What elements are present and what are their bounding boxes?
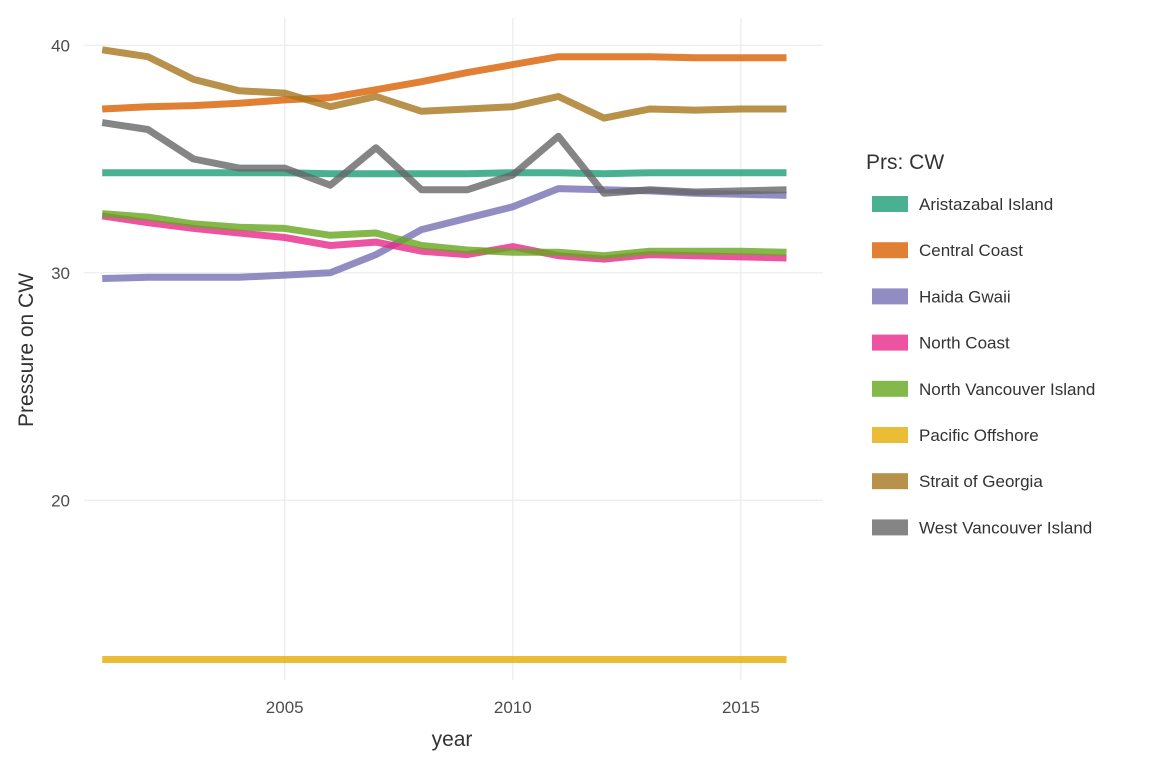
x-tick-label-2005: 2005 [266,698,304,717]
legend-swatch-central-coast [872,242,908,259]
legend-swatch-west-vancouver-island [872,519,908,536]
legend-swatch-pacific-offshore [872,427,908,443]
y-tick-label-30: 30 [51,264,70,283]
x-axis-title: year [432,728,473,751]
series-line-aristazabal-island [102,169,787,178]
series-line-north-vancouver-island [101,210,787,260]
legend-swatch-haida-gwaii [872,288,908,305]
legend-label-pacific-offshore: Pacific Offshore [919,426,1039,445]
series-line-west-vancouver-island [101,119,787,197]
y-tick-label-20: 20 [51,491,70,510]
y-axis-ticks: 20 30 40 [51,36,70,510]
legend-label-central-coast: Central Coast [919,241,1023,260]
legend-label-strait-of-georgia: Strait of Georgia [919,472,1043,491]
plot-series [101,46,787,663]
legend-title: Prs: CW [866,151,944,174]
legend-items: Aristazabal Island Central Coast Haida Gwa… [872,195,1095,537]
y-axis-title: Pressure on CW [15,273,38,427]
legend-label-north-coast: North Coast [919,334,1010,353]
y-tick-label-40: 40 [51,36,70,55]
series-line-central-coast [102,53,787,113]
legend-swatch-strait-of-georgia [872,473,908,490]
legend: Prs: CW Aristazabal Island Central Coast H… [866,151,1095,537]
x-tick-label-2010: 2010 [494,698,532,717]
series-line-strait-of-georgia [101,46,787,122]
legend-label-aristazabal-island: Aristazabal Island [919,195,1053,214]
legend-label-haida-gwaii: Haida Gwaii [919,287,1011,306]
x-tick-label-2015: 2015 [722,698,760,717]
legend-swatch-aristazabal-island [872,196,908,212]
legend-swatch-north-coast [872,334,908,351]
gridlines [84,18,823,680]
x-axis-ticks: 2005 2010 2015 [266,698,760,717]
series-line-north-coast [101,212,787,263]
legend-label-west-vancouver-island: West Vancouver Island [919,518,1092,537]
series-line-haida-gwaii [102,185,787,282]
legend-label-north-vancouver-island: North Vancouver Island [919,380,1095,399]
legend-swatch-north-vancouver-island [872,380,908,397]
